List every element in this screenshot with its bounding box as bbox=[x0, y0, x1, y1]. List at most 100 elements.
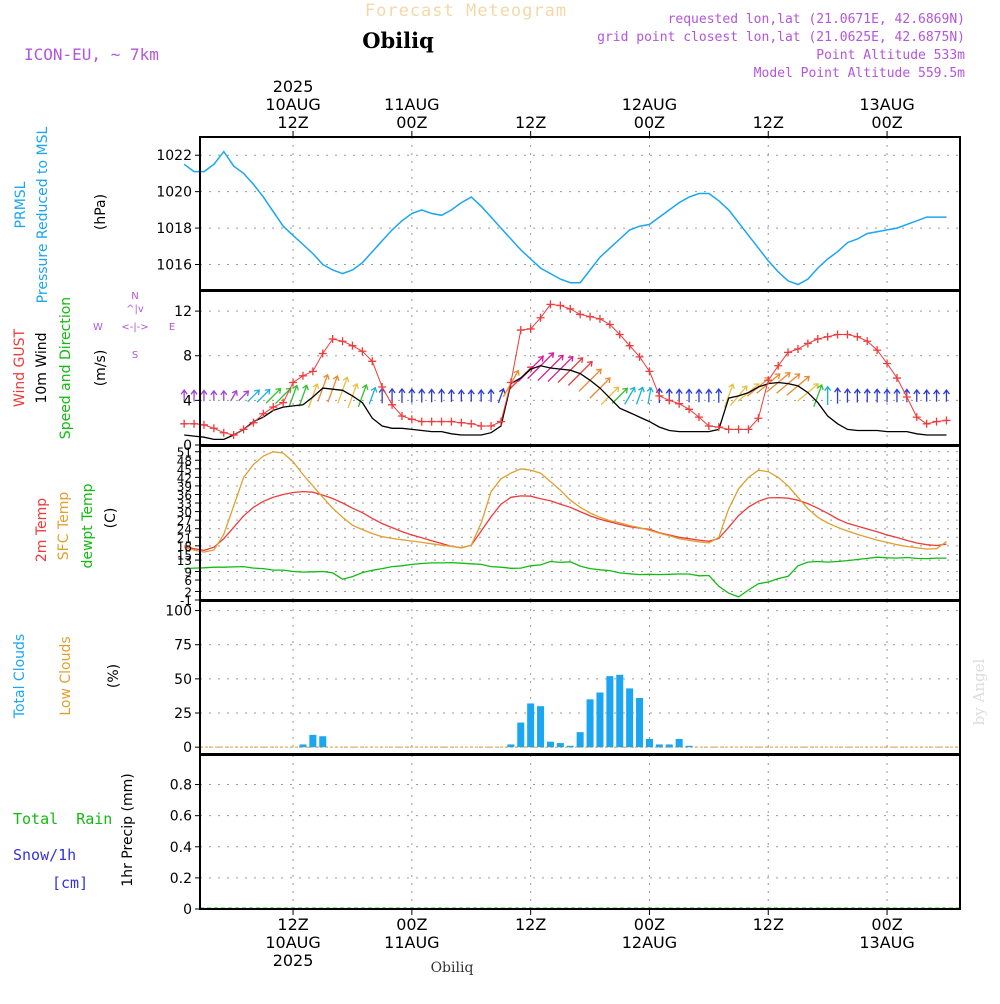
wind-barb-head bbox=[843, 388, 851, 394]
gust-point bbox=[526, 324, 535, 333]
gust-point bbox=[774, 361, 783, 370]
wind-barb-head bbox=[774, 373, 781, 379]
sfc-label: SFC Temp bbox=[56, 492, 72, 561]
pressure-line bbox=[183, 150, 947, 286]
time-label: 10AUG bbox=[265, 95, 320, 114]
wind-barb-head bbox=[418, 388, 426, 394]
gust-point bbox=[506, 378, 515, 387]
gust-point bbox=[338, 337, 347, 346]
wind-barb-head bbox=[942, 389, 950, 395]
gust-point bbox=[388, 400, 397, 409]
wind-barb-head bbox=[180, 389, 188, 395]
time-label: 13AUG bbox=[859, 95, 914, 114]
gust-point bbox=[536, 313, 545, 322]
wind-barb bbox=[497, 388, 505, 404]
cloud-bar bbox=[626, 688, 634, 748]
wind-barb bbox=[238, 390, 249, 402]
compass-e: E bbox=[169, 322, 175, 333]
wind-barb-head bbox=[332, 375, 340, 382]
time-label: 12AUG bbox=[622, 95, 677, 114]
wind-speed-line bbox=[184, 365, 947, 441]
wind-barb-head bbox=[275, 387, 282, 394]
wind-barb-head bbox=[352, 382, 359, 389]
wind-barb-head bbox=[675, 388, 683, 394]
y-tick-label: 0 bbox=[183, 740, 192, 756]
gust-markers bbox=[180, 300, 951, 439]
gust-point bbox=[546, 300, 555, 309]
gust-point bbox=[803, 339, 812, 348]
wind-barb-head bbox=[834, 387, 842, 393]
gust-point bbox=[932, 417, 941, 426]
cloud-bar bbox=[655, 744, 663, 748]
gust-point bbox=[407, 415, 416, 424]
time-label: 13AUG bbox=[859, 933, 914, 952]
wind-barb bbox=[247, 389, 260, 403]
cloud-bar bbox=[576, 732, 584, 748]
wind-barb-head bbox=[913, 388, 921, 395]
wind-barb-head bbox=[577, 357, 584, 363]
temp2m-line bbox=[184, 490, 947, 552]
wind-barb bbox=[813, 384, 823, 408]
wind-barb-head bbox=[527, 365, 533, 372]
gust-point bbox=[437, 417, 446, 426]
time-label: 00Z bbox=[634, 915, 665, 934]
time-label: 12Z bbox=[277, 915, 308, 934]
gust-point bbox=[180, 419, 189, 428]
gust-point bbox=[744, 425, 753, 434]
model-label: ICON-EU, ~ 7km bbox=[24, 45, 159, 64]
gust-point bbox=[576, 310, 585, 319]
compass-s: S bbox=[132, 350, 138, 361]
gust-point bbox=[754, 414, 763, 423]
wind-barb-head bbox=[428, 388, 436, 394]
y-tick-label: 0.6 bbox=[170, 809, 192, 825]
compass-row: <-|-> bbox=[121, 322, 148, 333]
wind-barb-head bbox=[220, 389, 228, 396]
time-label: 00Z bbox=[396, 915, 427, 934]
wind-barb-head bbox=[200, 389, 208, 395]
gust-point bbox=[704, 422, 713, 431]
wind-barb-head bbox=[190, 389, 198, 395]
wind-barb-head bbox=[438, 388, 446, 394]
panel-frame bbox=[199, 136, 961, 291]
wind-barb bbox=[357, 384, 367, 408]
temperature-panel bbox=[184, 451, 947, 598]
y-tick-label: 0.8 bbox=[170, 778, 192, 794]
y-tick-label: 1016 bbox=[156, 258, 192, 274]
cloud-bar bbox=[616, 674, 624, 748]
wind-barb-head bbox=[487, 388, 495, 395]
gust-point bbox=[328, 334, 337, 343]
time-label: 12AUG bbox=[622, 933, 677, 952]
wind-barb-head bbox=[705, 388, 713, 394]
cloud-bar bbox=[546, 741, 554, 748]
gust-point bbox=[417, 417, 426, 426]
time-label: 00Z bbox=[871, 113, 902, 132]
panel-frames: 101610181020102204812-126913151821242730… bbox=[156, 136, 961, 918]
gust-point bbox=[209, 424, 218, 433]
panel-frame bbox=[199, 600, 961, 755]
y-tick-label: 50 bbox=[174, 672, 192, 688]
gust-point bbox=[397, 411, 406, 420]
wind-barb-head bbox=[342, 376, 350, 383]
gust-point bbox=[487, 422, 496, 431]
y-tick-label: 24 bbox=[177, 523, 192, 537]
wind-barb bbox=[368, 387, 376, 405]
wind-barb-head bbox=[665, 388, 673, 394]
watermark: by Angel bbox=[970, 658, 988, 725]
gust-point bbox=[586, 312, 595, 321]
wind-barb-head bbox=[817, 383, 824, 390]
requested-coords: requested lon,lat (21.0671E, 42.6869N) bbox=[668, 12, 965, 27]
wind-barb-head bbox=[558, 354, 564, 361]
wind-barb-head bbox=[728, 383, 735, 390]
cloud-bar bbox=[685, 745, 693, 748]
wind-barb bbox=[275, 387, 292, 404]
y-tick-label: 0 bbox=[183, 902, 192, 918]
clouds-panel bbox=[200, 674, 960, 748]
gust-point bbox=[853, 332, 862, 341]
y-tick-label: 15 bbox=[177, 548, 192, 562]
precip-unit: 1hr Precip (mm) bbox=[120, 773, 136, 886]
gust-point bbox=[496, 417, 505, 426]
y-tick-label: 0 bbox=[183, 438, 192, 454]
snow-label: Snow/1h bbox=[13, 846, 76, 864]
gust-point bbox=[477, 422, 486, 431]
temp-unit: (C) bbox=[103, 508, 119, 529]
